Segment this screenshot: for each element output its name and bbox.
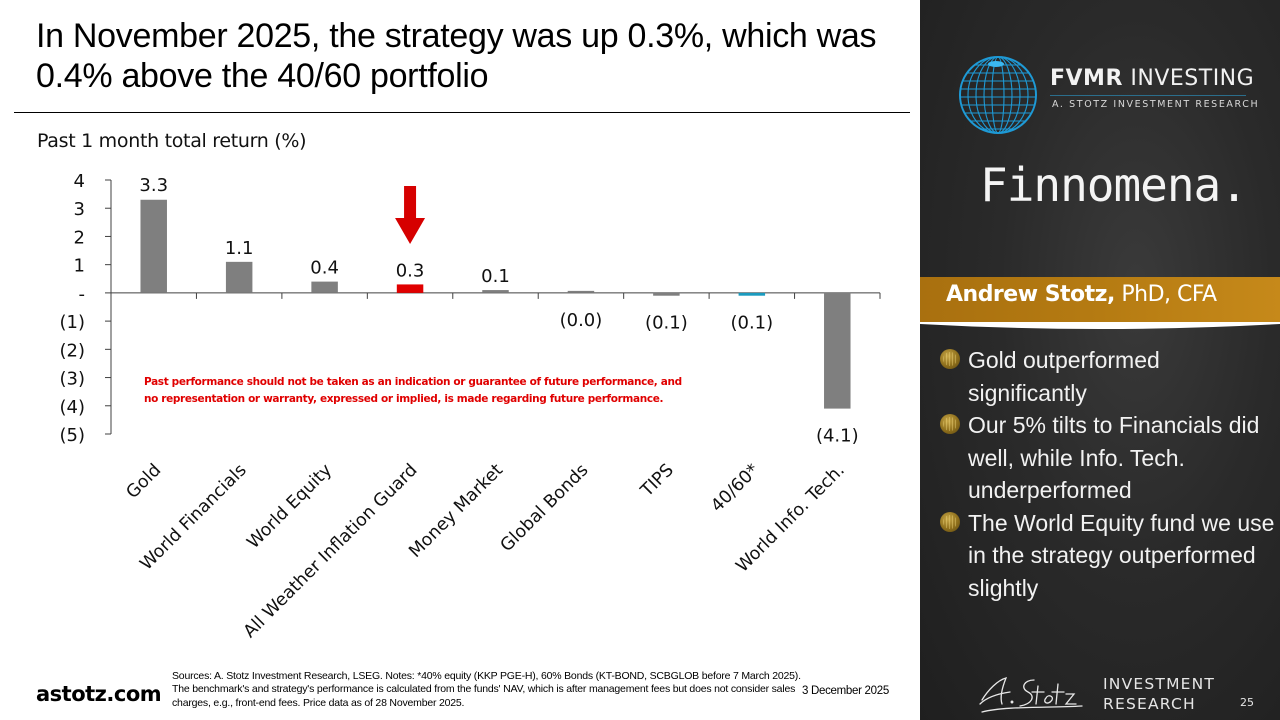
footer-source-notes: Sources: A. Stotz Investment Research, L… — [172, 670, 801, 709]
footer-date: 3 December 2025 — [802, 685, 889, 697]
y-tick-label: (5) — [60, 425, 86, 446]
presenter-credentials: PhD, CFA — [1121, 282, 1217, 307]
partner-logo: Finnomena. — [980, 158, 1248, 212]
bar-world-equity — [311, 281, 338, 293]
research-line-2: RESEARCH — [1103, 695, 1196, 713]
slide-main: In November 2025, the strategy was up 0.… — [14, 17, 910, 709]
y-tick-label: 1 — [74, 256, 85, 277]
y-tick-label: 3 — [74, 199, 85, 220]
y-tick-label: (1) — [60, 312, 86, 333]
data-label: 0.1 — [481, 266, 510, 287]
y-tick-label: (4) — [60, 397, 86, 418]
y-tick-label: 4 — [74, 171, 85, 192]
page-number: 25 — [1240, 696, 1254, 709]
gold-globe-bullet-icon — [940, 414, 960, 434]
data-label: 0.4 — [310, 258, 339, 279]
category-label: Gold — [123, 460, 166, 503]
key-point-item: The World Equity fund we use in the stra… — [938, 507, 1278, 605]
brand-divider — [1050, 95, 1246, 96]
key-point-text: The World Equity fund we use in the stra… — [968, 509, 1275, 601]
category-label: TIPS — [637, 460, 678, 501]
key-point-item: Gold outperformed significantly — [938, 344, 1278, 409]
key-point-text: Gold outperformed significantly — [968, 347, 1160, 406]
category-label: Money Market — [405, 460, 507, 562]
bar-gold — [140, 199, 167, 293]
brand-subtitle: A. STOTZ INVESTMENT RESEARCH — [1052, 99, 1260, 110]
key-point-item: Our 5% tilts to Financials did well, whi… — [938, 409, 1278, 507]
category-label: World Equity — [243, 460, 336, 553]
key-point-text: Our 5% tilts to Financials did well, whi… — [968, 412, 1260, 503]
slide-title: In November 2025, the strategy was up 0.… — [36, 17, 877, 95]
key-points-list: Gold outperformed significantly Our 5% t… — [938, 344, 1278, 604]
bar-money-market — [482, 290, 509, 293]
y-tick-label: (2) — [60, 340, 86, 361]
disclaimer-line-1: Past performance should not be taken as … — [144, 376, 682, 388]
title-divider — [14, 112, 910, 113]
highlight-arrow-icon — [395, 186, 426, 244]
chart-title: Past 1 month total return (%) — [37, 130, 307, 152]
research-line-1: INVESTMENT — [1103, 675, 1216, 693]
brand-logo-text: FVMR INVESTING — [1050, 66, 1254, 91]
category-label: Global Bonds — [497, 460, 593, 556]
data-label: 1.1 — [225, 238, 254, 259]
data-label: (4.1) — [816, 426, 859, 447]
globe-logo-icon — [959, 56, 1037, 134]
category-label: 40/60* — [707, 460, 763, 516]
bar-40-60 — [738, 292, 766, 296]
y-tick-label: 2 — [74, 227, 85, 248]
category-label: All Weather Inflation Guard — [240, 460, 422, 642]
bar-global-bonds — [567, 290, 595, 293]
brand-bold: FVMR — [1050, 66, 1123, 91]
data-label: (0.1) — [645, 313, 688, 334]
presenter-name-bold: Andrew Stotz, — [946, 282, 1115, 307]
footer-website[interactable]: astotz.com — [36, 682, 162, 706]
signature-logo-icon — [979, 677, 1083, 713]
presenter-band-underline — [920, 322, 1280, 329]
bar-all-weather-inflation-guard — [396, 284, 424, 293]
bar-world-financials — [225, 261, 253, 293]
data-label: (0.0) — [560, 310, 603, 331]
research-logo-text: INVESTMENT RESEARCH — [1103, 674, 1215, 714]
disclaimer-line-2: no representation or warranty, expressed… — [144, 393, 663, 405]
bar-world-info-tech — [824, 292, 851, 409]
y-tick-label: (3) — [60, 369, 86, 390]
bar-tips — [653, 292, 680, 296]
data-label: 3.3 — [139, 175, 168, 196]
gold-globe-bullet-icon — [940, 511, 960, 532]
sidebar-panel: FVMR INVESTING A. STOTZ INVESTMENT RESEA… — [920, 0, 1280, 720]
y-tick-label: - — [79, 284, 86, 305]
data-label: (0.1) — [730, 313, 773, 334]
brand-rest: INVESTING — [1130, 66, 1255, 91]
data-label: 0.3 — [396, 260, 425, 281]
gold-globe-bullet-icon — [940, 349, 960, 369]
presenter-band — [920, 277, 1280, 323]
presenter-name: Andrew Stotz, PhD, CFA — [946, 282, 1217, 307]
